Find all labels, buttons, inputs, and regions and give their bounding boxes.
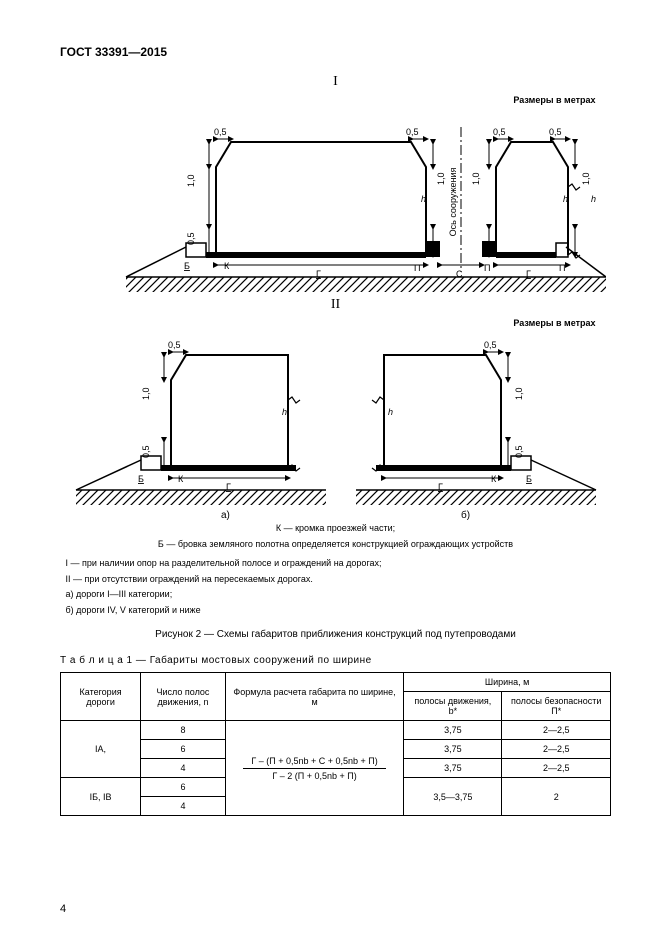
formula-bot: Г – 2 (П + 0,5nb + П) [264, 769, 364, 781]
svg-text:К: К [224, 261, 230, 271]
svg-text:Б: Б [184, 261, 190, 271]
svg-text:Б: Б [526, 474, 532, 484]
svg-text:0,5: 0,5 [186, 232, 196, 245]
roman-2: II [66, 297, 606, 313]
svg-text:0,5: 0,5 [514, 445, 524, 458]
legend-a: а) дороги I—III категории; [66, 588, 606, 602]
svg-text:0,5: 0,5 [493, 127, 506, 137]
th-width: Ширина, м [404, 673, 611, 692]
svg-text:1,0: 1,0 [186, 174, 196, 187]
cell-n: 4 [141, 759, 226, 778]
svg-text:h: h [563, 194, 568, 204]
sublabel-b: б) [461, 509, 470, 520]
svg-text:h: h [282, 407, 287, 417]
svg-text:h: h [591, 194, 596, 204]
svg-text:0,5: 0,5 [168, 340, 181, 350]
svg-text:С: С [456, 269, 463, 279]
svg-text:0,5: 0,5 [406, 127, 419, 137]
svg-text:1,0: 1,0 [436, 172, 446, 185]
diagram-area: I Размеры в метрах [66, 74, 606, 640]
svg-text:Г: Г [526, 269, 531, 279]
svg-text:1,0: 1,0 [514, 387, 524, 400]
cell-n: 6 [141, 778, 226, 797]
document-header: ГОСТ 33391—2015 [60, 45, 611, 59]
table-caption: Т а б л и ц а 1 — Габариты мостовых соор… [60, 655, 611, 666]
diagram-2-svg: 0,5 1,0 0,5 h Б К Г [66, 330, 606, 520]
legend-i: I — при наличии опор на разделительной п… [66, 557, 606, 571]
svg-text:h: h [388, 407, 393, 417]
svg-text:К: К [178, 474, 184, 484]
legend-bcat: б) дороги IV, V категорий и ниже [66, 604, 606, 618]
svg-text:Г: Г [226, 482, 231, 492]
svg-text:Г: Г [438, 482, 443, 492]
cell-b: 3,5—3,75 [404, 778, 502, 816]
table-caption-prefix: Т а б л и ц а 1 — [60, 655, 150, 666]
svg-text:Б: Б [138, 474, 144, 484]
legend-k: К — кромка проезжей части; [66, 522, 606, 536]
cell-p: 2—2,5 [502, 759, 611, 778]
size-note-1: Размеры в метрах [66, 95, 596, 105]
th-formula: Формула расчета габарита по ширине, м [225, 673, 403, 721]
th-col-p: полосы безопасности П* [502, 692, 611, 721]
cell-n: 8 [141, 721, 226, 740]
table-header-row-1: Категория дороги Число полос движения, n… [61, 673, 611, 692]
cell-b: 3,75 [404, 759, 502, 778]
cell-n: 6 [141, 740, 226, 759]
cell-formula: Г – (П + 0,5nb + С + 0,5nb + П) Г – 2 (П… [225, 721, 403, 816]
roman-1: I [66, 74, 606, 90]
svg-text:К: К [491, 474, 497, 484]
svg-text:0,5: 0,5 [484, 340, 497, 350]
svg-text:1,0: 1,0 [581, 172, 591, 185]
cell-p: 2 [502, 778, 611, 816]
cell-b: 3,75 [404, 721, 502, 740]
svg-text:Г: Г [316, 269, 321, 279]
table-row: IА, 8 Г – (П + 0,5nb + С + 0,5nb + П) Г … [61, 721, 611, 740]
axis-label-text: Ось сооружения [448, 168, 458, 237]
legend: К — кромка проезжей части; Б — бровка зе… [66, 522, 606, 617]
legend-b: Б — бровка земляного полотна определяетс… [66, 538, 606, 552]
cell-n: 4 [141, 797, 226, 816]
svg-text:1,0: 1,0 [471, 172, 481, 185]
svg-text:0,5: 0,5 [214, 127, 227, 137]
th-category: Категория дороги [61, 673, 141, 721]
gabarit-table: Категория дороги Число полос движения, n… [60, 672, 611, 816]
svg-text:1,0: 1,0 [141, 387, 151, 400]
legend-ii: II — при отсутствии ограждений на пересе… [66, 573, 606, 587]
cell-p: 2—2,5 [502, 721, 611, 740]
formula-top: Г – (П + 0,5nb + С + 0,5nb + П) [243, 756, 385, 769]
table-caption-text: Габариты мостовых сооружений по ширине [150, 655, 372, 666]
svg-text:П: П [484, 263, 490, 273]
size-note-2: Размеры в метрах [66, 318, 596, 328]
svg-text:0,5: 0,5 [549, 127, 562, 137]
cell-cat-ib: IБ, IВ [61, 778, 141, 816]
th-col-b: полосы движения, b* [404, 692, 502, 721]
sublabel-a: а) [221, 510, 230, 520]
cell-cat-ia: IА, [61, 721, 141, 778]
figure-caption: Рисунок 2 — Схемы габаритов приближения … [66, 629, 606, 640]
cell-b: 3,75 [404, 740, 502, 759]
diagram-1-svg: Ось сооружения 0,5 0,5 0,5 0,5 1,0 1,0 1… [66, 107, 606, 292]
page: ГОСТ 33391—2015 I Размеры в метрах [0, 0, 661, 935]
cell-p: 2—2,5 [502, 740, 611, 759]
page-number: 4 [60, 903, 66, 915]
svg-text:h: h [421, 194, 426, 204]
svg-text:0,5: 0,5 [141, 445, 151, 458]
th-lanes: Число полос движения, n [141, 673, 226, 721]
